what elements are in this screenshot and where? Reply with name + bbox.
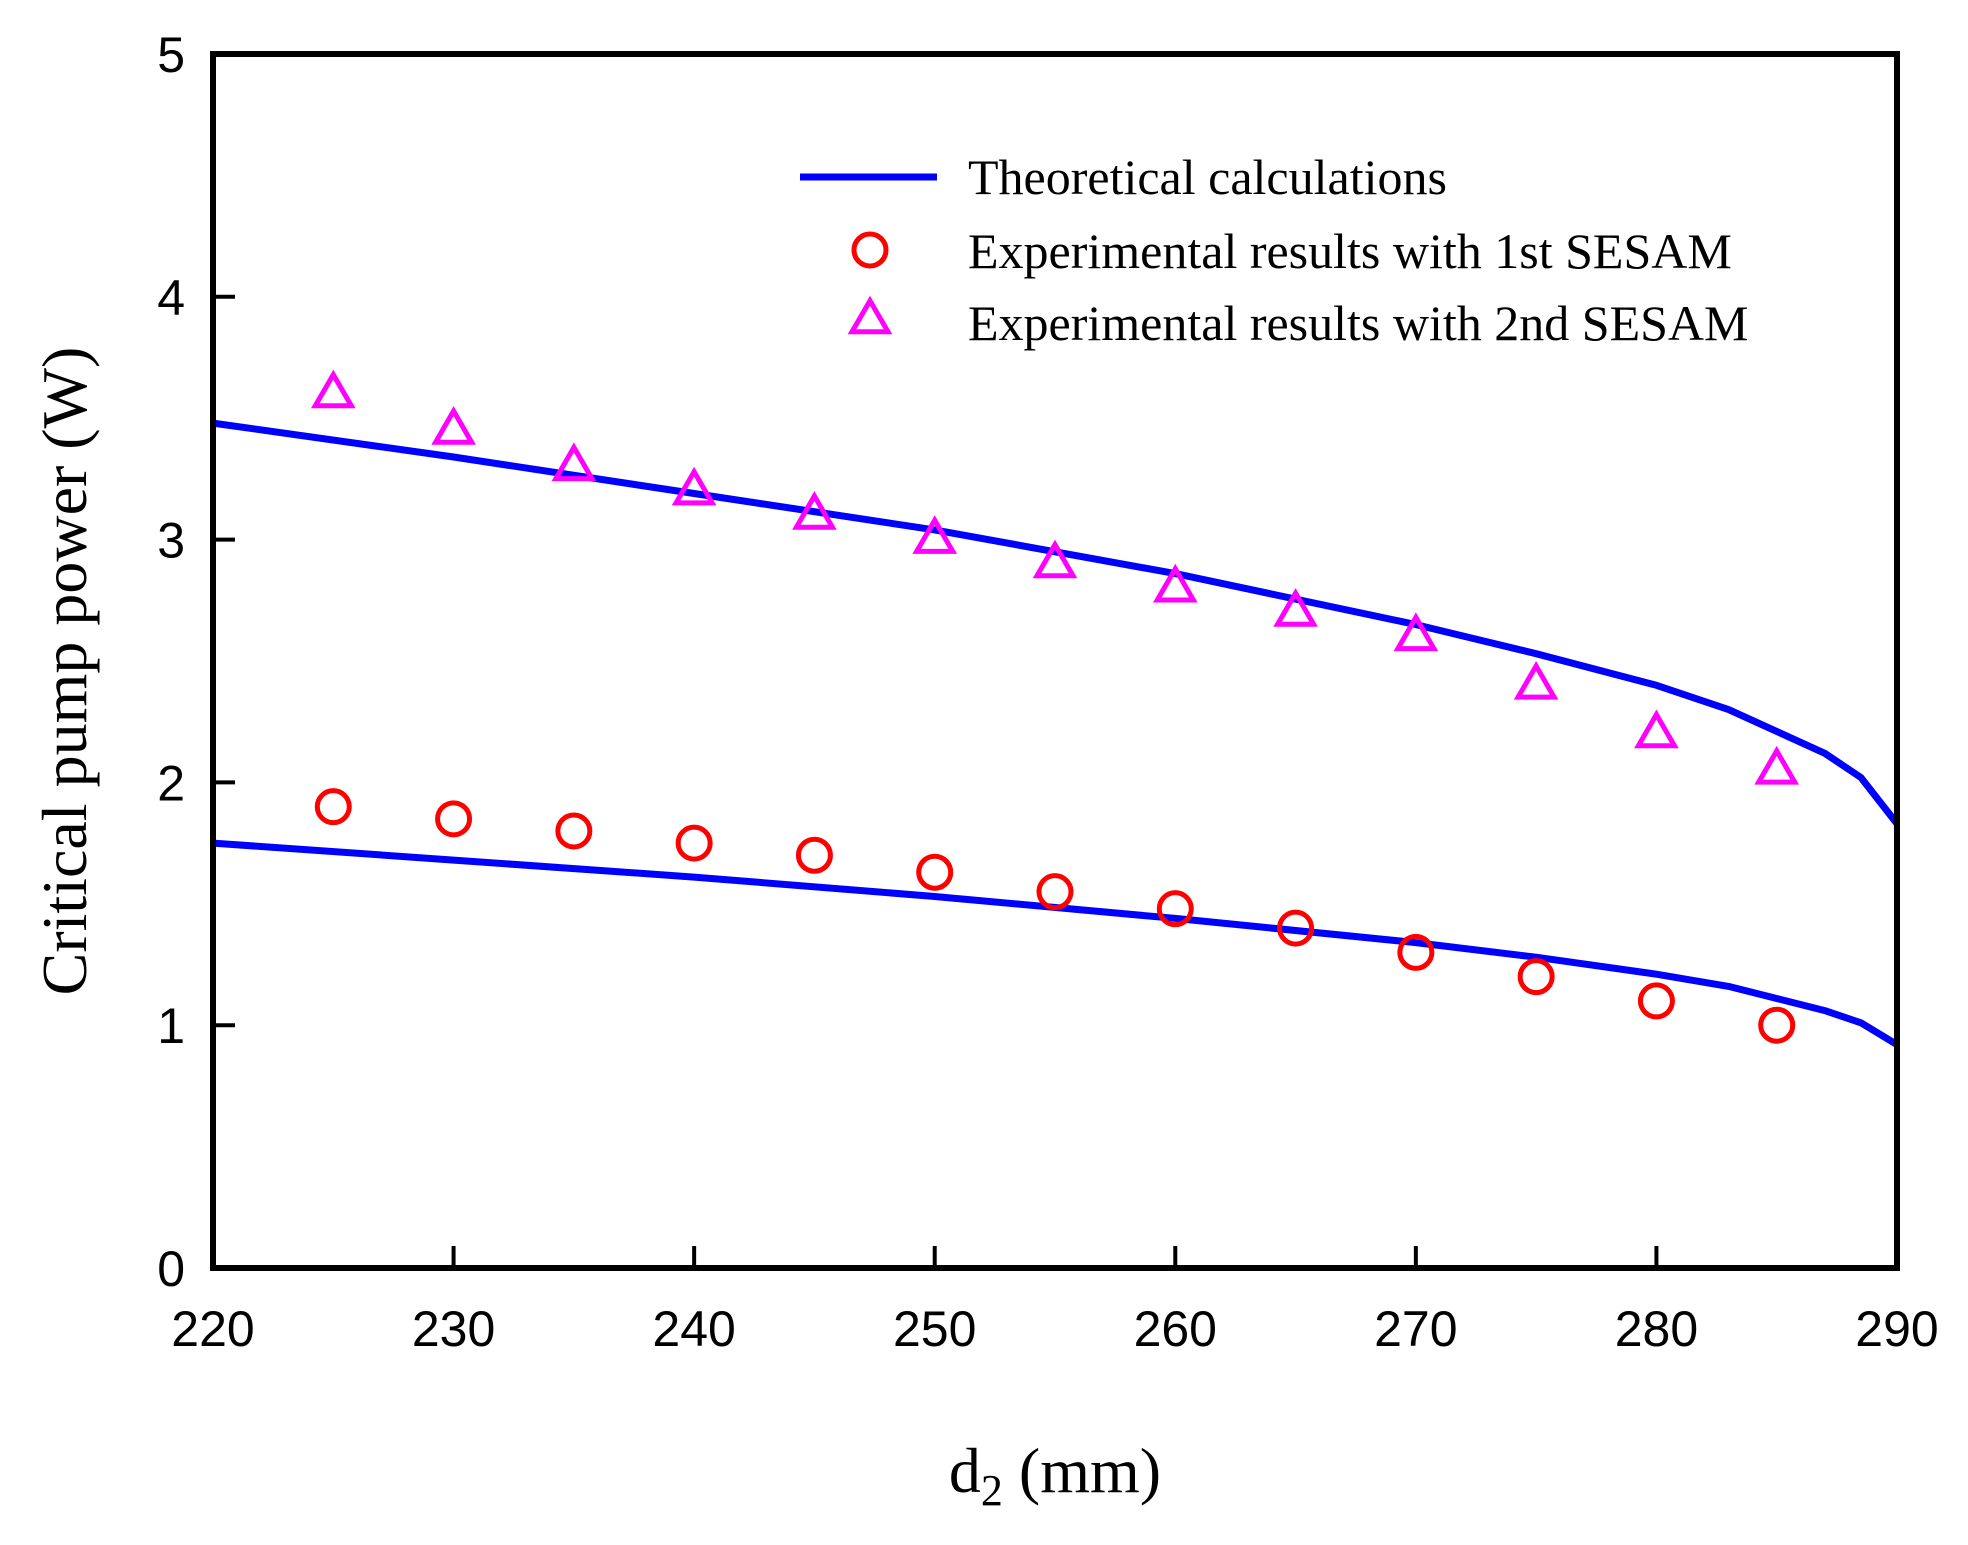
exp2-point-235 [551,442,597,482]
exp1-point-255 [1036,873,1074,911]
series-1 [212,839,1899,1048]
y-tick-label-5: 5 [157,27,185,83]
legend: Theoretical calculations Experimental re… [800,149,1749,351]
y-tick-label-0: 0 [157,1241,185,1297]
x-axis-title: d2 (mm) [949,1435,1161,1515]
x-tick-label-240: 240 [652,1301,735,1357]
x-tick-label-290: 290 [1855,1301,1938,1357]
exp1-point-275 [1517,958,1555,996]
exp2-point-245 [792,490,837,530]
exp1-point-285 [1758,1006,1796,1044]
legend-label-exp1: Experimental results with 1st SESAM [968,223,1732,279]
legend-item-theory: Theoretical calculations [800,149,1447,205]
exp2-point-265 [1273,588,1318,627]
legend-item-exp2: Experimental results with 2nd SESAM [847,295,1749,351]
x-tick-label-270: 270 [1374,1301,1457,1357]
exp1-point-270 [1397,933,1435,971]
legend-triangle-swatch [847,295,893,335]
theory-line-1 [212,839,1899,1048]
exp1-point-280 [1637,982,1675,1020]
y-tick-label-4: 4 [157,270,185,326]
exp1-point-245 [795,836,833,874]
theory-line-0 [212,419,1900,826]
x-axis-title-subscript: 2 [981,1466,1003,1515]
exp2-point-240 [671,466,717,506]
x-tick-label-280: 280 [1615,1301,1698,1357]
exp1-point-260 [1156,890,1194,928]
exp2-point-285 [1754,745,1800,785]
x-tick-label-260: 260 [1134,1301,1217,1357]
legend-circle-swatch [851,231,889,269]
x-tick-label-220: 220 [171,1301,254,1357]
exp2-point-280 [1634,709,1679,749]
exp2-point-230 [431,405,476,445]
x-tick-label-250: 250 [893,1301,976,1357]
x-axis-title-rest: (mm) [1003,1435,1161,1506]
series-3 [310,369,1800,785]
series-2 [314,788,1796,1044]
exp1-point-225 [314,788,352,826]
legend-item-exp1: Experimental results with 1st SESAM [851,223,1732,279]
x-axis: 220 230 240 250 260 270 280 290 [171,1246,1939,1357]
exp2-point-270 [1393,612,1439,652]
exp1-point-235 [555,812,593,850]
y-axis-title: Critical pump power (W) [29,347,100,996]
y-tick-label-2: 2 [157,755,185,811]
legend-label-theory: Theoretical calculations [968,149,1447,205]
exp2-point-260 [1152,563,1198,603]
exp2-point-225 [310,369,356,409]
exp2-point-275 [1513,661,1559,700]
y-tick-label-3: 3 [157,513,185,569]
plot-content [212,369,1900,1048]
legend-label-exp2: Experimental results with 2nd SESAM [968,295,1749,351]
exp1-point-240 [675,824,713,862]
exp2-point-255 [1032,539,1078,579]
exp1-point-250 [916,853,954,891]
exp2-point-250 [912,515,958,554]
exp1-point-230 [435,800,473,838]
plot-frame [210,51,1900,1271]
y-axis: 0 1 2 3 4 5 [157,27,235,1297]
x-tick-label-230: 230 [412,1301,495,1357]
series-0 [212,419,1900,826]
y-tick-label-1: 1 [157,998,185,1054]
exp1-point-265 [1277,909,1315,947]
x-axis-title-main: d [949,1435,981,1506]
